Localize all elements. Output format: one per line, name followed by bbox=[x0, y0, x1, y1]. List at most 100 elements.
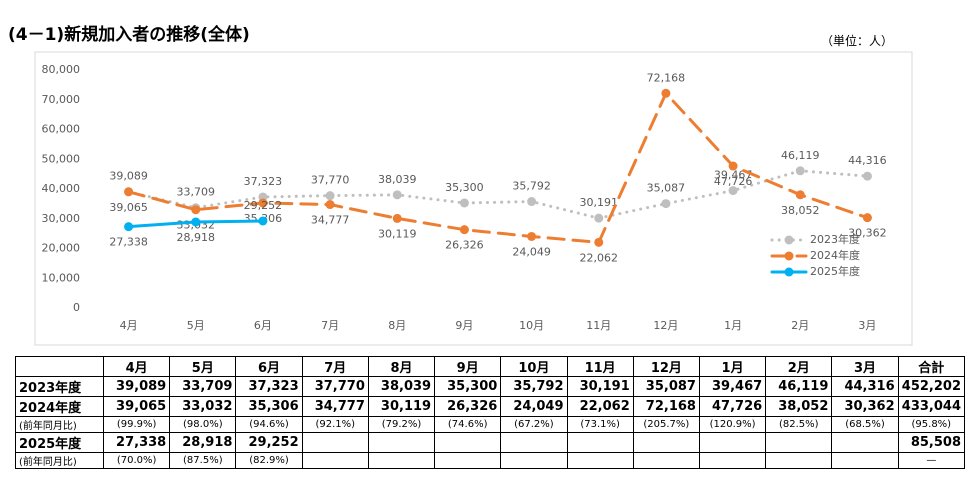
row-label: (前年同月比) bbox=[15, 452, 104, 469]
table-cell: (70.0%) bbox=[102, 452, 171, 469]
header-cell: 12月 bbox=[632, 356, 700, 377]
data-label: 37,323 bbox=[244, 175, 283, 188]
data-point bbox=[527, 197, 537, 207]
data-table: 4月 5月 6月 7月 8月 9月 10月 11月 12月 1月 2月 3月 合計 2023年度 39,08… bbox=[15, 356, 966, 469]
table-cell: 433,044 bbox=[897, 396, 966, 417]
table-cell: 22,062 bbox=[566, 396, 634, 417]
data-label: 24,049 bbox=[512, 245, 551, 258]
data-point bbox=[459, 198, 469, 208]
x-tick-label: 5月 bbox=[187, 319, 205, 332]
header-cell: 6月 bbox=[235, 356, 303, 377]
x-tick-label: 3月 bbox=[858, 319, 876, 332]
table-cell bbox=[566, 432, 634, 453]
table-cell: 34,777 bbox=[301, 396, 369, 417]
data-label: 46,119 bbox=[781, 149, 820, 162]
table-row: 2024年度 39,065 33,032 35,306 34,777 30,119 26,3… bbox=[15, 396, 966, 417]
legend-label: 2025年度 bbox=[810, 264, 860, 278]
x-tick-label: 1月 bbox=[724, 319, 742, 332]
data-point bbox=[594, 213, 604, 223]
table-cell: (68.5%) bbox=[831, 416, 899, 433]
table-cell: (82.9%) bbox=[235, 452, 303, 469]
data-label: 47,726 bbox=[714, 175, 753, 188]
data-point bbox=[661, 199, 671, 209]
table-cell bbox=[434, 432, 502, 453]
table-cell: 46,119 bbox=[765, 376, 833, 397]
header-cell: 5月 bbox=[169, 356, 237, 377]
table-cell bbox=[434, 452, 502, 469]
table-cell: 38,039 bbox=[367, 376, 436, 397]
page-title: (4－1)新規加入者の推移(全体) bbox=[8, 25, 250, 45]
table-cell: (99.9%) bbox=[102, 416, 171, 433]
table-cell: 39,065 bbox=[102, 396, 171, 417]
data-point bbox=[661, 88, 671, 98]
x-tick-label: 11月 bbox=[586, 319, 611, 332]
table-cell: (94.6%) bbox=[235, 416, 303, 433]
header-cell: 7月 bbox=[301, 356, 369, 377]
x-tick-label: 2月 bbox=[791, 319, 809, 332]
data-label: 26,326 bbox=[445, 239, 484, 252]
legend-label: 2023年度 bbox=[810, 232, 860, 246]
row-label: 2023年度 bbox=[15, 376, 104, 397]
legend-marker bbox=[784, 235, 794, 245]
data-point bbox=[124, 187, 134, 197]
legend-marker bbox=[784, 267, 794, 277]
table-cell bbox=[831, 452, 899, 469]
header-cell: 9月 bbox=[434, 356, 502, 377]
data-point bbox=[191, 217, 201, 227]
table-cell: (205.7%) bbox=[632, 416, 700, 433]
table-cell: 39,089 bbox=[102, 376, 171, 397]
data-point bbox=[459, 225, 469, 235]
y-tick-label: 70,000 bbox=[42, 93, 81, 106]
table-cell bbox=[301, 432, 369, 453]
x-tick-label: 12月 bbox=[653, 319, 678, 332]
y-tick-label: 0 bbox=[73, 301, 80, 314]
y-tick-label: 50,000 bbox=[42, 152, 81, 165]
data-point bbox=[258, 216, 268, 226]
table-cell bbox=[632, 452, 700, 469]
table-cell bbox=[698, 452, 767, 469]
table-cell: (73.1%) bbox=[566, 416, 634, 433]
table-row: (前年同月比) (99.9%) (98.0%) (94.6%) (92.1%) (79.2… bbox=[15, 416, 966, 433]
data-point bbox=[728, 161, 738, 171]
table-cell bbox=[367, 452, 436, 469]
table-cell: (74.6%) bbox=[434, 416, 502, 433]
table-cell: (92.1%) bbox=[301, 416, 369, 433]
x-tick-label: 10月 bbox=[519, 319, 544, 332]
header-cell: 11月 bbox=[566, 356, 634, 377]
table-cell: 33,032 bbox=[169, 396, 237, 417]
data-point bbox=[325, 200, 335, 210]
table-cell: 85,508 bbox=[897, 432, 966, 453]
data-label: 37,770 bbox=[311, 174, 350, 187]
row-label: (前年同月比) bbox=[15, 416, 104, 433]
row-label: 2025年度 bbox=[15, 432, 104, 453]
x-tick-label: 4月 bbox=[120, 319, 138, 332]
table-cell bbox=[500, 452, 568, 469]
table-cell bbox=[831, 432, 899, 453]
data-point bbox=[258, 198, 268, 208]
table-cell bbox=[301, 452, 369, 469]
table-cell: (87.5%) bbox=[169, 452, 237, 469]
header-cell: 8月 bbox=[367, 356, 436, 377]
data-label: 72,168 bbox=[647, 71, 686, 84]
data-label: 38,039 bbox=[378, 173, 417, 186]
table-cell: 24,049 bbox=[500, 396, 568, 417]
data-point bbox=[728, 186, 738, 196]
table-cell: 37,323 bbox=[235, 376, 303, 397]
data-point bbox=[862, 213, 872, 223]
table-cell: 30,362 bbox=[831, 396, 899, 417]
data-point bbox=[795, 190, 805, 200]
table-cell: 35,792 bbox=[500, 376, 568, 397]
data-point bbox=[124, 222, 134, 232]
data-point bbox=[191, 205, 201, 215]
table-cell: 28,918 bbox=[169, 432, 237, 453]
data-point bbox=[862, 171, 872, 181]
data-label: 35,300 bbox=[445, 181, 484, 194]
chart: 0 10,000 20,000 30,000 40,000 50,000 60,000 70,… bbox=[34, 51, 913, 346]
data-point bbox=[325, 191, 335, 201]
y-tick-label: 80,000 bbox=[42, 63, 81, 76]
header-cell: 2月 bbox=[765, 356, 833, 377]
data-label: 38,052 bbox=[781, 204, 820, 217]
x-tick-label: 7月 bbox=[321, 319, 339, 332]
table-cell: (120.9%) bbox=[698, 416, 767, 433]
